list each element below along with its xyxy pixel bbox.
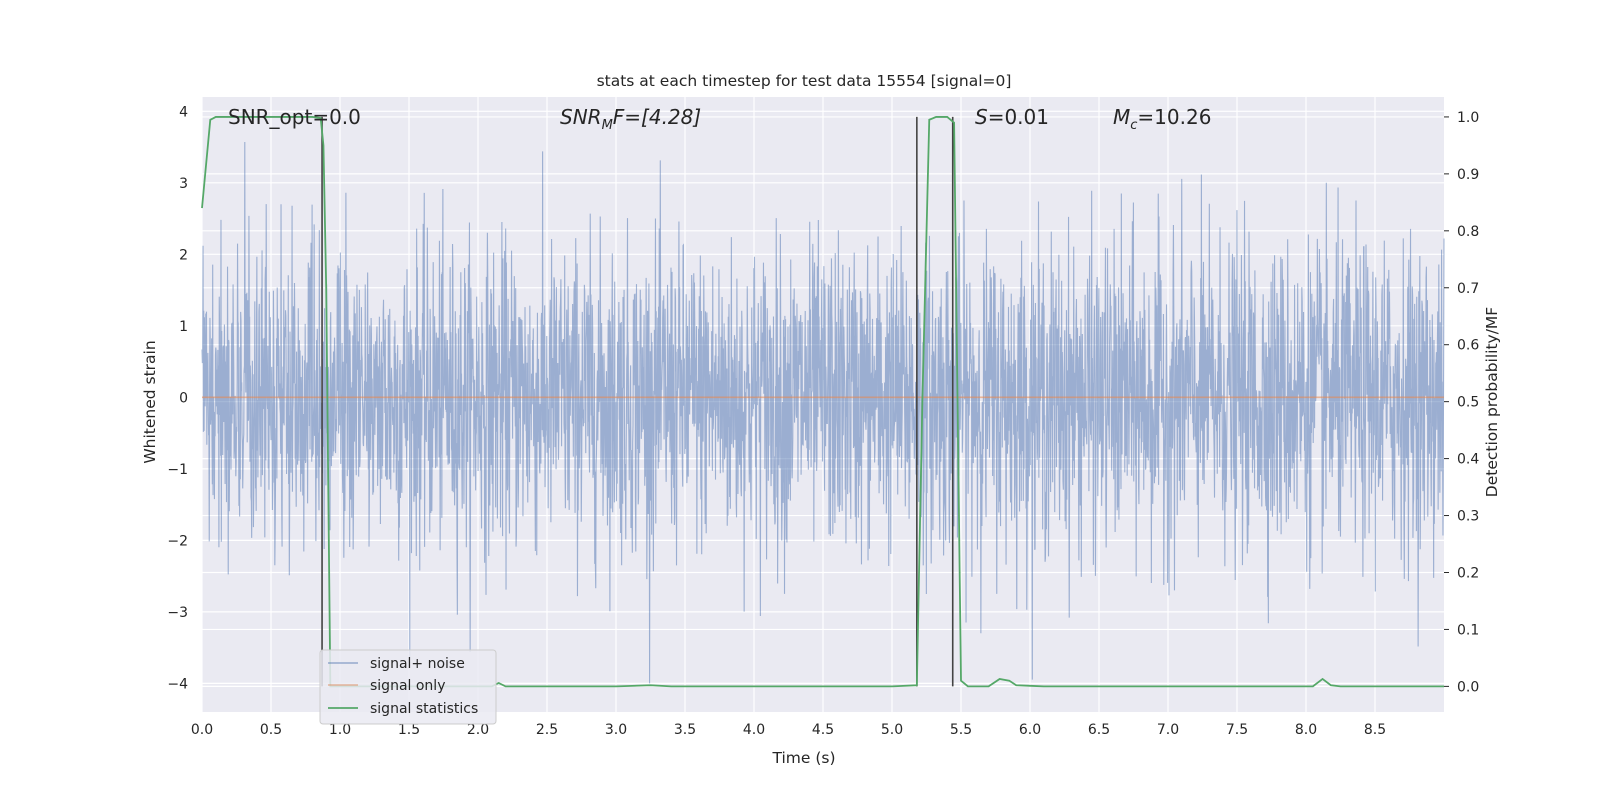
y2-tick-label: 0.6 — [1457, 338, 1479, 354]
y2-tick-label: 0.8 — [1457, 224, 1479, 240]
x-tick-label: 2.5 — [536, 722, 558, 738]
y-tick-label: −3 — [167, 605, 188, 621]
mc-base: M — [1113, 105, 1130, 129]
x-tick-label: 6.5 — [1088, 722, 1110, 738]
y2-tick-label: 0.7 — [1457, 281, 1479, 297]
annotation-snr-opt: SNR_opt=0.0 — [228, 105, 361, 129]
x-tick-label: 7.0 — [1157, 722, 1179, 738]
y2-tick-label: 0.4 — [1457, 452, 1479, 468]
x-tick-label: 5.0 — [881, 722, 903, 738]
y2-tick-label: 1.0 — [1457, 110, 1479, 126]
y-axis-right-ticks: 0.0 0.1 0.2 0.3 0.4 0.5 0.6 0.7 0.8 0.9 1.0 — [1444, 110, 1479, 695]
legend-label-noise: signal+ noise — [370, 656, 465, 672]
legend: signal+ noise signal only signal statist… — [319, 649, 497, 725]
x-tick-label: 2.0 — [467, 722, 489, 738]
series-signal-statistics — [201, 116, 1444, 688]
snr-mf-rest: F=[4.28] — [613, 105, 701, 129]
annotation-snr-mf: SNRMF=[4.28] — [560, 105, 701, 133]
y2-tick-label: 0.9 — [1457, 167, 1479, 183]
legend-label-signal: signal only — [370, 678, 445, 694]
y-tick-label: 3 — [179, 176, 188, 192]
annotation-mc: Mc=10.26 — [1113, 105, 1211, 133]
y-tick-label: 4 — [179, 104, 188, 120]
x-tick-label: 3.0 — [605, 722, 627, 738]
mc-rest: =10.26 — [1137, 105, 1211, 129]
y2-tick-label: 0.0 — [1457, 679, 1479, 695]
y-tick-label: −1 — [167, 462, 188, 478]
y2-tick-label: 0.2 — [1457, 565, 1479, 581]
s-italic: S — [975, 105, 988, 129]
y-tick-label: 0 — [179, 390, 188, 406]
y-tick-label: −2 — [167, 533, 188, 549]
marker-lines — [321, 116, 954, 687]
y-axis-right-label: Detection probability/MF — [1483, 307, 1501, 498]
legend-label-stats: signal statistics — [370, 701, 478, 717]
legend-box — [319, 649, 497, 725]
x-tick-label: 7.5 — [1226, 722, 1248, 738]
y-tick-label: 2 — [179, 247, 188, 263]
x-tick-label: 5.5 — [950, 722, 972, 738]
x-tick-label: 0.0 — [191, 722, 213, 738]
x-tick-label: 6.0 — [1019, 722, 1041, 738]
annotation-s: S=0.01 — [975, 105, 1049, 129]
series-signal-noise — [201, 141, 1445, 684]
y-axis-left-ticks: −4 −3 −2 −1 0 1 2 3 4 — [167, 104, 188, 692]
x-tick-label: 1.0 — [329, 722, 351, 738]
y-axis-label: Whitened strain — [141, 340, 159, 463]
mc-sub: c — [1130, 118, 1137, 133]
statistics-trace — [201, 116, 1444, 688]
snr-mf-sub: M — [602, 118, 613, 133]
x-axis-ticks: 0.0 0.5 1.0 1.5 2.0 2.5 3.0 3.5 4.0 4.5 5.0 5.5 6.0 6… — [191, 722, 1386, 738]
y-tick-label: −4 — [167, 676, 188, 692]
y2-tick-label: 0.3 — [1457, 509, 1479, 525]
x-tick-label: 3.5 — [674, 722, 696, 738]
chart-title: stats at each timestep for test data 155… — [597, 72, 1012, 90]
x-tick-label: 8.5 — [1364, 722, 1386, 738]
x-tick-label: 4.5 — [812, 722, 834, 738]
x-tick-label: 8.0 — [1295, 722, 1317, 738]
snr-mf-base: SNR — [560, 105, 602, 129]
y-tick-label: 1 — [179, 319, 188, 335]
x-tick-label: 4.0 — [743, 722, 765, 738]
x-tick-label: 1.5 — [398, 722, 420, 738]
noise-trace — [201, 141, 1445, 684]
y2-tick-label: 0.1 — [1457, 622, 1479, 638]
y2-tick-label: 0.5 — [1457, 395, 1479, 411]
x-tick-label: 0.5 — [260, 722, 282, 738]
x-axis-label: Time (s) — [771, 749, 835, 767]
s-rest: =0.01 — [988, 105, 1049, 129]
